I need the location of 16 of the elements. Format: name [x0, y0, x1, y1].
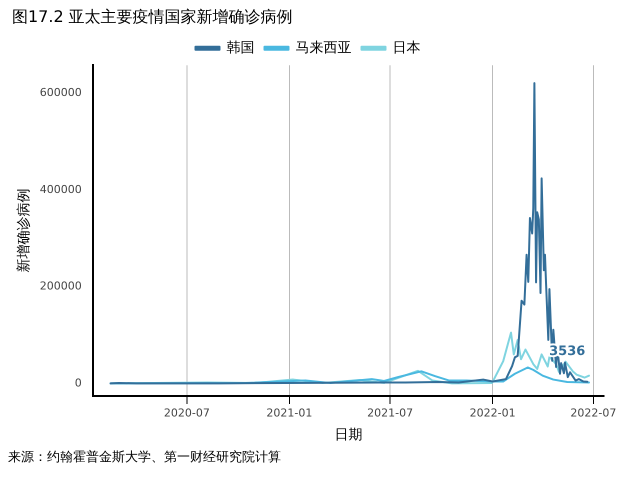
y-tick-label: 600000 — [40, 86, 82, 100]
x-tick-label: 2021-01 — [266, 406, 312, 420]
legend-label: 韩国 — [226, 40, 254, 56]
y-tick-label: 400000 — [40, 182, 82, 196]
y-axis-title: 新增确诊病例 — [16, 188, 32, 273]
x-axis-title: 日期 — [334, 427, 362, 444]
x-tick-label: 2021-07 — [367, 406, 414, 420]
legend-label: 马来西亚 — [296, 40, 352, 56]
x-tick-label: 2020-07 — [164, 406, 210, 420]
source-note: 来源：约翰霍普金斯大学、第一财经研究院计算 — [8, 448, 282, 466]
chart-title: 图17.2 亚太主要疫情国家新增确诊病例 — [12, 6, 293, 26]
y-tick-label: 0 — [74, 376, 82, 390]
x-tick-label: 2022-01 — [470, 406, 516, 420]
x-tick-label: 2022-07 — [570, 406, 616, 420]
y-tick-label: 200000 — [40, 280, 82, 293]
legend-label: 日本 — [392, 40, 420, 56]
